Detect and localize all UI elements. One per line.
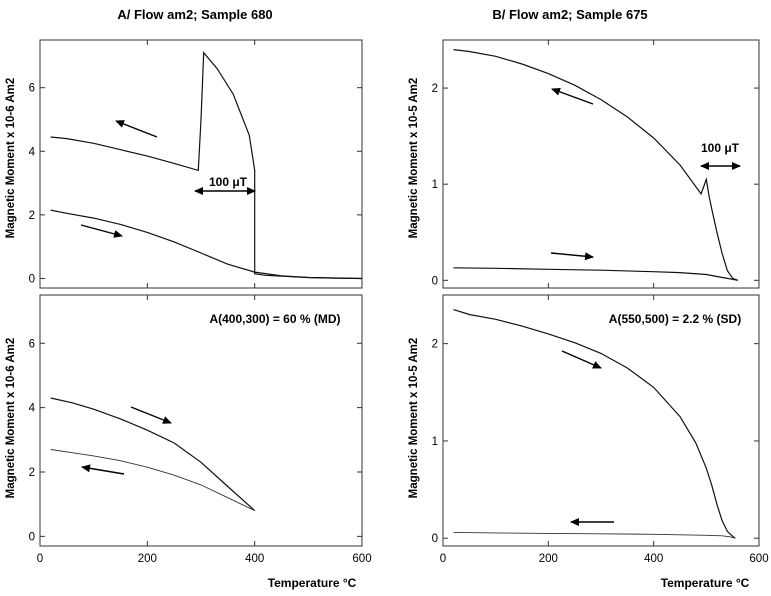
series-line-lower (453, 531, 736, 539)
xlabel-a: Temperature °C (268, 576, 357, 590)
field-label-b: 100 μT (701, 141, 740, 155)
x-tick-label: 600 (749, 553, 768, 565)
x-tick-label: 0 (37, 553, 43, 565)
series-line-cooling (453, 49, 739, 281)
y-tick-label: 0 (432, 533, 438, 545)
x-tick-label: 400 (245, 553, 264, 565)
ratio-annotation-b: A(550,500) = 2.2 % (SD) (609, 312, 741, 326)
ylabel-b-top: Magnetic Moment x 10-5 Am2 (408, 78, 420, 239)
direction-arrow-b-bottom-upper (561, 350, 602, 369)
x-tick-label: 600 (352, 553, 371, 565)
panel-b-top: 0 1 2 (432, 39, 760, 289)
y-tick-label: 1 (432, 179, 438, 191)
y-tick-label: 2 (432, 83, 438, 95)
x-tick-label: 400 (644, 553, 663, 565)
series-line-upper (50, 397, 256, 512)
y-tick-label: 6 (29, 338, 35, 350)
series-line-cooling (50, 51, 363, 280)
plot-frame (442, 39, 760, 289)
ylabel-b-bottom: Magnetic Moment x 10-5 Am2 (408, 338, 420, 499)
plot-frame (39, 39, 363, 289)
ylabel-a-top: Magnetic Moment x 10-6 Am2 (5, 78, 17, 239)
field-annotation-b: 100 μT (700, 141, 741, 170)
xlabel-b: Temperature °C (661, 576, 750, 590)
y-tick-label: 0 (29, 531, 35, 543)
panel-a-top: 0 2 4 6 (29, 39, 363, 289)
y-tick-label: 0 (29, 273, 35, 285)
y-tick-label: 4 (29, 146, 36, 158)
direction-arrow-a-top-cooling (115, 120, 158, 138)
direction-arrow-a-bottom-lower (81, 464, 125, 475)
plot-frame (442, 294, 760, 547)
ylabel-a-bottom: Magnetic Moment x 10-6 Am2 (5, 338, 17, 499)
plot-frame (39, 294, 363, 547)
y-tick-label: 2 (432, 339, 438, 351)
series-line-upper (453, 309, 736, 539)
panel-b-bottom: 0 1 2 0 200 400 600 (432, 294, 769, 565)
x-tick-label: 200 (138, 553, 157, 565)
series-line-heating (50, 209, 363, 280)
series-line-lower (50, 449, 255, 512)
y-tick-label: 2 (29, 467, 35, 479)
direction-arrow-a-top-heating (80, 224, 123, 238)
panel-a-bottom: 0 2 4 6 0 200 400 600 (29, 294, 372, 565)
y-tick-label: 1 (432, 436, 438, 448)
y-tick-label: 4 (29, 403, 36, 415)
series-line-heating (453, 267, 739, 281)
y-tick-label: 2 (29, 210, 35, 222)
x-tick-label: 200 (539, 553, 558, 565)
y-tick-label: 6 (29, 83, 35, 95)
x-tick-label: 0 (440, 553, 446, 565)
field-label-a: 100 μT (209, 175, 248, 189)
field-annotation-a: 100 μT (194, 175, 256, 195)
direction-arrow-b-top-cooling (551, 87, 594, 105)
title-panel-b: B/ Flow am2; Sample 675 (492, 7, 647, 22)
ratio-annotation-a: A(400,300) = 60 % (MD) (209, 312, 340, 326)
direction-arrow-b-top-heating (550, 252, 594, 261)
title-panel-a: A/ Flow am2; Sample 680 (117, 7, 272, 22)
direction-arrow-a-bottom-upper (130, 406, 172, 424)
y-tick-label: 0 (432, 275, 438, 287)
